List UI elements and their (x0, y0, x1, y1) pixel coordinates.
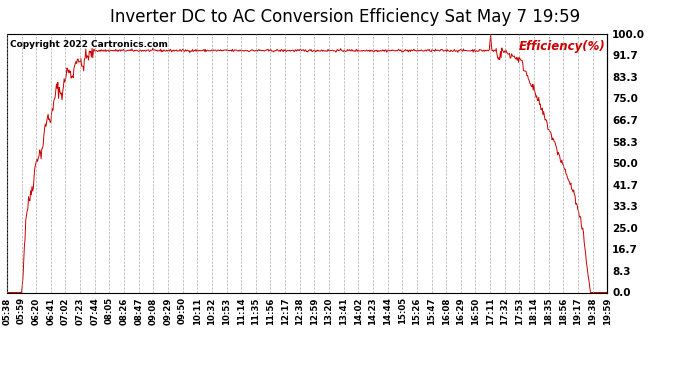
Text: Efficiency(%): Efficiency(%) (520, 40, 606, 53)
Text: Inverter DC to AC Conversion Efficiency Sat May 7 19:59: Inverter DC to AC Conversion Efficiency … (110, 8, 580, 26)
Text: Copyright 2022 Cartronics.com: Copyright 2022 Cartronics.com (10, 40, 168, 49)
